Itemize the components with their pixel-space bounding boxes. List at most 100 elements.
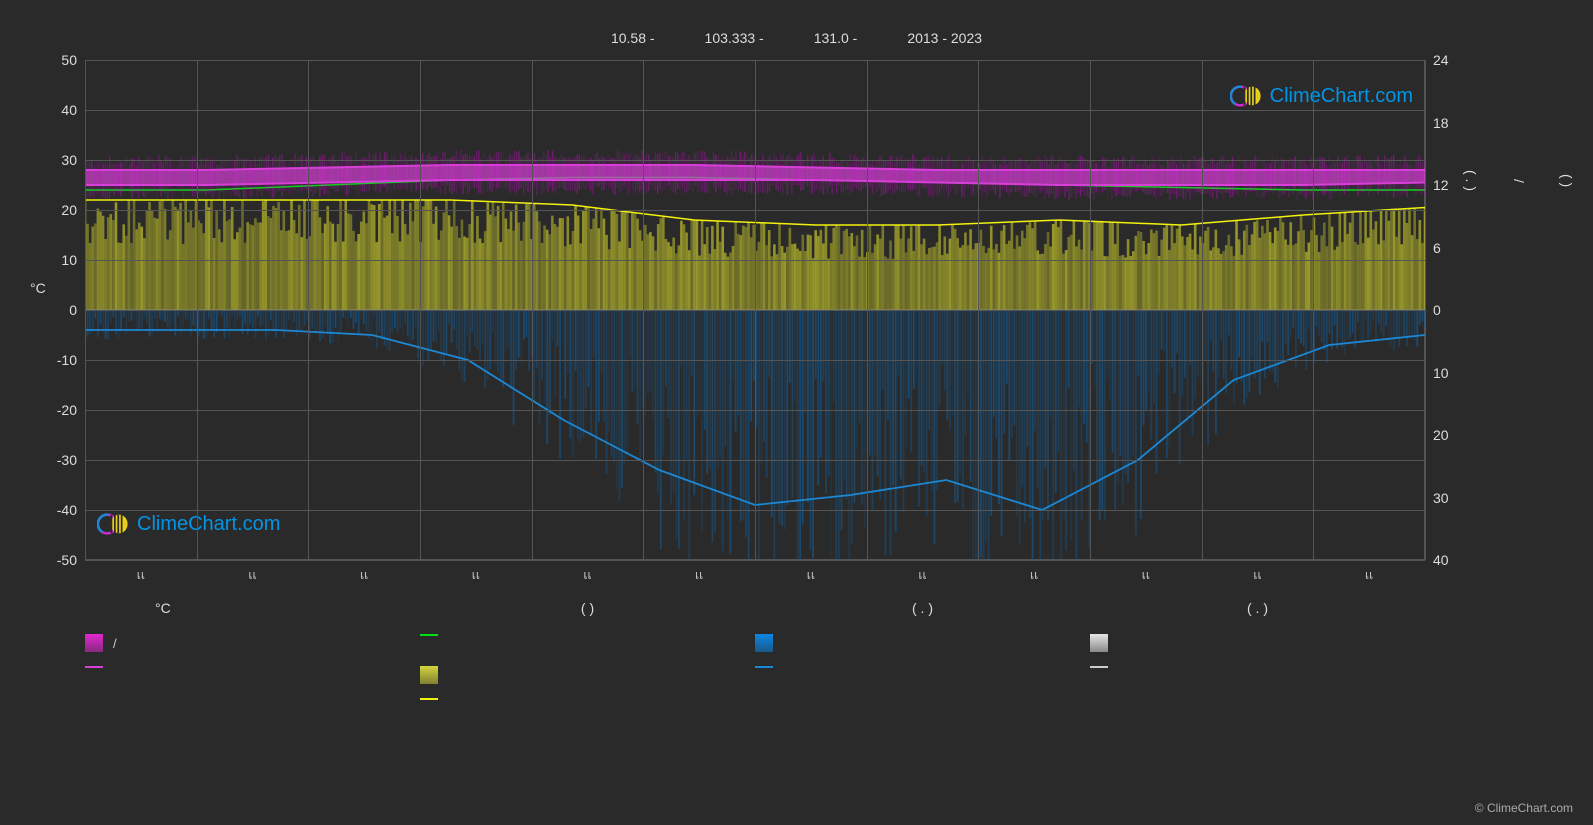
legend-item: [420, 698, 755, 700]
y-tick-right: 12: [1433, 177, 1449, 193]
y-tick-left: 40: [61, 102, 77, 118]
legend-body: /: [85, 634, 1425, 700]
legend-headers: °C ( ) ( . ) ( . ): [85, 600, 1425, 616]
legend-row: [85, 698, 1425, 700]
copyright: © ClimeChart.com: [1475, 801, 1573, 815]
y-tick-right: 0: [1433, 302, 1441, 318]
legend-swatch: [1090, 634, 1108, 652]
legend-cell: [755, 634, 1090, 652]
legend: °C ( ) ( . ) ( . ) /: [85, 600, 1425, 714]
x-tick: เเ: [137, 566, 145, 585]
y-tick-left: -20: [57, 402, 77, 418]
climechart-logo-icon: [97, 510, 131, 538]
y-tick-right: 40: [1433, 552, 1449, 568]
legend-swatch: [1090, 666, 1108, 668]
legend-item: [755, 666, 1090, 668]
legend-cell: [85, 698, 420, 700]
y-tick-right: 10: [1433, 365, 1449, 381]
watermark-text: ClimeChart.com: [1270, 85, 1413, 108]
watermark-bottom: ClimeChart.com: [97, 510, 280, 538]
legend-header-1: ( ): [420, 600, 755, 616]
y-tick-left: -50: [57, 552, 77, 568]
legend-item: [755, 634, 1090, 652]
gridline-v: [197, 60, 198, 560]
gridline-v: [532, 60, 533, 560]
legend-item: /: [85, 634, 420, 652]
chart-plot-area: ClimeChart.com ClimeChart.com -50-40-30-…: [85, 60, 1425, 560]
watermark-text: ClimeChart.com: [137, 513, 280, 536]
y-tick-left: 0: [69, 302, 77, 318]
x-tick: เเ: [472, 566, 480, 585]
header-lon: 103.333 -: [705, 30, 764, 46]
legend-cell: [85, 666, 420, 684]
legend-cell: [420, 698, 755, 700]
gridline-v: [643, 60, 644, 560]
x-tick: เเ: [360, 566, 368, 585]
legend-cell: [1090, 634, 1425, 652]
y-tick-left: -30: [57, 452, 77, 468]
y-tick-left: 20: [61, 202, 77, 218]
legend-item: [85, 666, 420, 668]
header-elev: 131.0 -: [814, 30, 858, 46]
x-tick: เเ: [1030, 566, 1038, 585]
legend-swatch: [755, 666, 773, 668]
legend-cell: [420, 666, 755, 684]
legend-item: [1090, 666, 1425, 668]
y-tick-left: 30: [61, 152, 77, 168]
gridline-v: [867, 60, 868, 560]
legend-header-2: ( . ): [755, 600, 1090, 616]
gridline-v: [1090, 60, 1091, 560]
x-tick: เเ: [807, 566, 815, 585]
header-lat: 10.58 -: [611, 30, 655, 46]
legend-label: /: [113, 636, 117, 651]
legend-row: [85, 666, 1425, 684]
gridline-v: [755, 60, 756, 560]
x-tick: เเ: [1365, 566, 1373, 585]
legend-cell: [755, 698, 1090, 700]
legend-swatch: [85, 634, 103, 652]
gridline-v: [85, 60, 86, 560]
legend-swatch: [85, 666, 103, 668]
y-tick-left: -40: [57, 502, 77, 518]
x-tick: เเ: [248, 566, 256, 585]
header-years: 2013 - 2023: [907, 30, 982, 46]
gridline-v: [1202, 60, 1203, 560]
legend-swatch: [420, 698, 438, 700]
y-tick-right: 6: [1433, 240, 1441, 256]
y-tick-right: 24: [1433, 52, 1449, 68]
legend-cell: [755, 666, 1090, 684]
y-tick-right: 30: [1433, 490, 1449, 506]
x-tick: เเ: [1142, 566, 1150, 585]
legend-swatch: [420, 666, 438, 684]
legend-item: [1090, 634, 1425, 652]
chart-header: 10.58 - 103.333 - 131.0 - 2013 - 2023: [0, 30, 1593, 46]
legend-cell: [1090, 698, 1425, 700]
legend-item: [420, 666, 755, 684]
legend-row: /: [85, 634, 1425, 652]
legend-header-3: ( . ): [1090, 600, 1425, 616]
x-tick: เเ: [583, 566, 591, 585]
y-tick-left: 50: [61, 52, 77, 68]
x-tick: เเ: [918, 566, 926, 585]
y-tick-right: 18: [1433, 115, 1449, 131]
y-tick-right: 20: [1433, 427, 1449, 443]
legend-item: [420, 634, 755, 636]
gridline-v: [978, 60, 979, 560]
legend-header-0: °C: [85, 600, 420, 616]
y-axis-left-title: °C: [30, 280, 46, 296]
x-tick: เเ: [1253, 566, 1261, 585]
gridline-h: [85, 560, 1425, 561]
gridline-v: [420, 60, 421, 560]
gridline-v: [308, 60, 309, 560]
y-tick-left: 10: [61, 252, 77, 268]
legend-cell: [1090, 666, 1425, 684]
legend-swatch: [420, 634, 438, 636]
gridline-v: [1425, 60, 1426, 560]
legend-swatch: [755, 634, 773, 652]
y-axis-right-title: ( ) / ( . ): [1463, 170, 1575, 191]
legend-cell: [420, 634, 755, 652]
watermark-top: ClimeChart.com: [1230, 82, 1413, 110]
gridline-v: [1313, 60, 1314, 560]
legend-cell: /: [85, 634, 420, 652]
climechart-logo-icon: [1230, 82, 1264, 110]
